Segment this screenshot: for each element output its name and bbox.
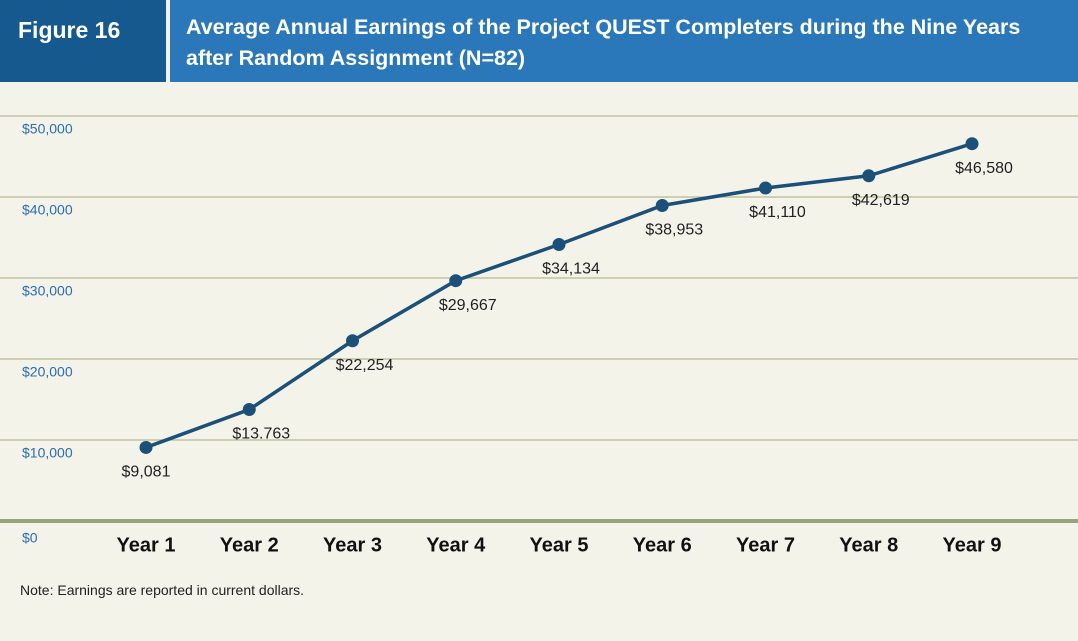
point	[759, 181, 772, 195]
y-tick-label: $40,000	[22, 202, 73, 218]
x-tick-label: Year 4	[426, 534, 486, 556]
data-label: $22,254	[336, 357, 394, 374]
point	[346, 334, 359, 348]
x-tick-label: Year 1	[117, 534, 176, 556]
y-tick-label: $0	[22, 530, 38, 546]
data-label: $13.763	[232, 426, 290, 443]
data-label: $38,953	[645, 222, 703, 239]
x-tick-label: Year 6	[633, 534, 692, 556]
data-label: $41,110	[749, 204, 806, 221]
data-label: $34,134	[542, 261, 600, 278]
x-tick-label: Year 9	[943, 534, 1002, 556]
point	[139, 440, 153, 454]
point	[965, 137, 979, 151]
point	[449, 274, 463, 288]
line	[145, 142, 973, 450]
x-tick-label: Year 5	[530, 534, 589, 556]
point	[242, 403, 256, 417]
figure-label: Figure 16	[0, 0, 166, 82]
data-label: $46,580	[955, 160, 1013, 177]
data-label: $9,081	[122, 464, 171, 481]
x-tick-label: Year 7	[736, 534, 795, 556]
y-tick-label: $30,000	[22, 283, 73, 299]
y-tick-label: $20,000	[22, 364, 73, 380]
point	[862, 169, 876, 183]
x-tick-label: Year 2	[220, 534, 279, 556]
point	[552, 238, 566, 252]
data-label: $42,619	[852, 192, 910, 209]
x-tick-label: Year 8	[839, 534, 898, 556]
point	[655, 198, 669, 212]
data-label: $29,667	[439, 297, 497, 314]
chart-title: Average Annual Earnings of the Project Q…	[170, 0, 1078, 82]
x-tick-label: Year 3	[323, 534, 382, 556]
y-tick-label: $10,000	[22, 445, 73, 461]
y-tick-label: $50,000	[22, 121, 73, 137]
note: Note: Earnings are reported in current d…	[20, 582, 305, 598]
